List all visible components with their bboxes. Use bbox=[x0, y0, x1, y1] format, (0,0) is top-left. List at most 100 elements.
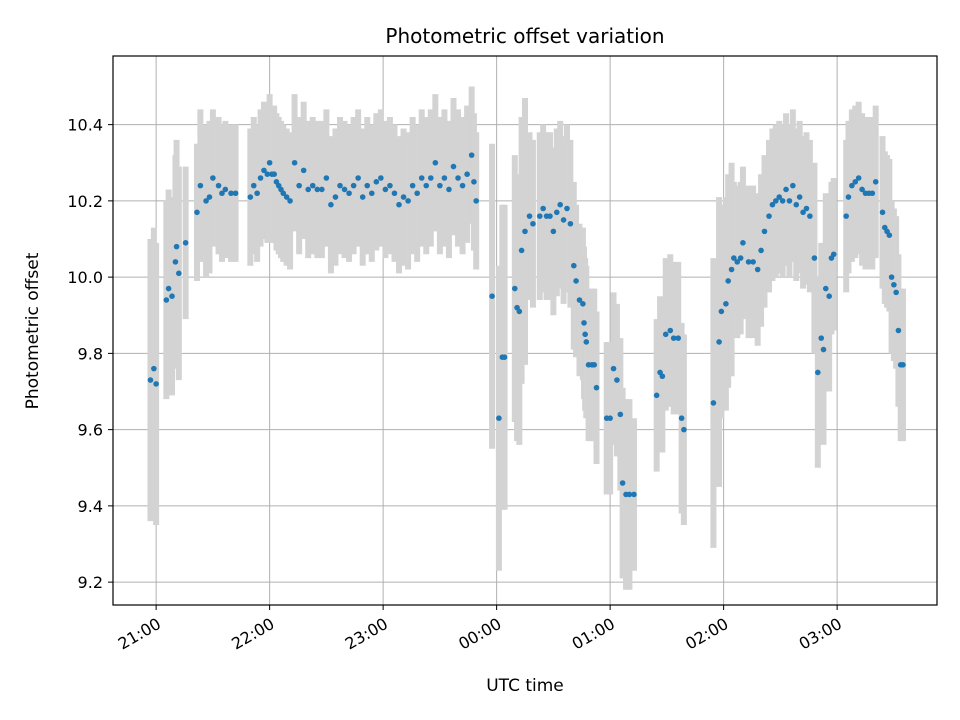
data-point bbox=[459, 182, 466, 189]
data-point bbox=[501, 354, 508, 360]
data-point bbox=[826, 293, 832, 299]
y-tick-label: 9.8 bbox=[78, 344, 103, 363]
data-point bbox=[203, 198, 209, 204]
data-point bbox=[855, 175, 862, 181]
data-point bbox=[359, 194, 366, 200]
data-point bbox=[346, 190, 352, 197]
y-tick-label: 10.0 bbox=[67, 268, 103, 287]
data-point bbox=[591, 362, 598, 368]
data-point bbox=[368, 190, 375, 197]
y-axis-title: Photometric offset bbox=[23, 252, 43, 409]
data-point bbox=[287, 198, 293, 204]
data-point bbox=[468, 152, 475, 158]
data-point bbox=[341, 186, 348, 193]
data-point bbox=[818, 335, 825, 341]
data-point bbox=[807, 213, 813, 219]
data-point bbox=[309, 182, 316, 189]
data-point bbox=[560, 217, 567, 223]
data-point bbox=[718, 308, 725, 315]
y-tick-label: 9.2 bbox=[78, 573, 103, 592]
data-point bbox=[678, 415, 685, 421]
data-point bbox=[427, 175, 434, 181]
data-point bbox=[496, 415, 502, 421]
data-point bbox=[843, 213, 850, 219]
data-point bbox=[653, 392, 660, 399]
data-point bbox=[745, 259, 752, 265]
data-point bbox=[271, 171, 277, 177]
data-point bbox=[845, 194, 852, 200]
data-point bbox=[437, 182, 443, 189]
data-point bbox=[446, 186, 452, 193]
data-point bbox=[266, 159, 273, 166]
data-point bbox=[593, 384, 600, 391]
data-point bbox=[396, 201, 402, 208]
data-point bbox=[793, 201, 800, 208]
data-point bbox=[667, 327, 674, 334]
data-point bbox=[378, 175, 384, 181]
data-point bbox=[710, 400, 717, 406]
data-point bbox=[464, 171, 470, 177]
data-point bbox=[675, 335, 682, 341]
data-point bbox=[423, 182, 430, 189]
data-point bbox=[872, 179, 879, 185]
data-point bbox=[659, 373, 666, 380]
data-point bbox=[779, 198, 786, 204]
data-point bbox=[723, 301, 729, 307]
data-point bbox=[219, 190, 225, 197]
data-point bbox=[734, 259, 741, 265]
data-point bbox=[518, 247, 525, 254]
data-point bbox=[786, 198, 793, 204]
data-point bbox=[750, 259, 756, 265]
data-point bbox=[522, 228, 528, 235]
data-point bbox=[900, 362, 906, 368]
data-point bbox=[891, 281, 897, 288]
data-point bbox=[783, 186, 789, 193]
data-point bbox=[194, 209, 200, 216]
data-point bbox=[849, 182, 855, 189]
data-point bbox=[731, 255, 737, 261]
data-point bbox=[567, 220, 574, 227]
data-point bbox=[800, 209, 806, 216]
data-point bbox=[580, 301, 586, 307]
data-point bbox=[197, 182, 204, 189]
data-point bbox=[257, 175, 264, 181]
data-point bbox=[681, 426, 687, 433]
data-point bbox=[888, 274, 895, 280]
data-point bbox=[619, 480, 626, 486]
data-point bbox=[247, 194, 254, 200]
data-point bbox=[471, 179, 477, 185]
data-point bbox=[176, 270, 182, 277]
data-point bbox=[409, 182, 416, 189]
data-point bbox=[610, 365, 617, 372]
data-point bbox=[822, 285, 829, 292]
data-point bbox=[489, 293, 495, 299]
data-point bbox=[662, 331, 669, 338]
data-point bbox=[815, 369, 821, 376]
data-point bbox=[305, 186, 312, 193]
data-point bbox=[182, 240, 189, 246]
data-point bbox=[250, 182, 257, 189]
data-point bbox=[758, 247, 764, 254]
data-point bbox=[790, 182, 796, 189]
data-point bbox=[766, 213, 772, 219]
data-point bbox=[319, 186, 325, 193]
data-point bbox=[886, 232, 893, 238]
data-point bbox=[450, 163, 457, 170]
data-point bbox=[283, 194, 290, 200]
data-point bbox=[725, 278, 731, 284]
data-point bbox=[323, 175, 330, 181]
data-point bbox=[291, 159, 298, 166]
data-point bbox=[441, 175, 448, 181]
data-point bbox=[328, 201, 334, 208]
data-point bbox=[573, 278, 579, 284]
data-point bbox=[210, 175, 216, 181]
data-point bbox=[169, 293, 175, 299]
data-point bbox=[516, 308, 523, 315]
data-point bbox=[355, 175, 361, 181]
data-point bbox=[536, 213, 543, 219]
data-point bbox=[761, 228, 768, 235]
data-point bbox=[232, 190, 239, 197]
data-point bbox=[796, 194, 803, 200]
data-point bbox=[776, 194, 783, 200]
